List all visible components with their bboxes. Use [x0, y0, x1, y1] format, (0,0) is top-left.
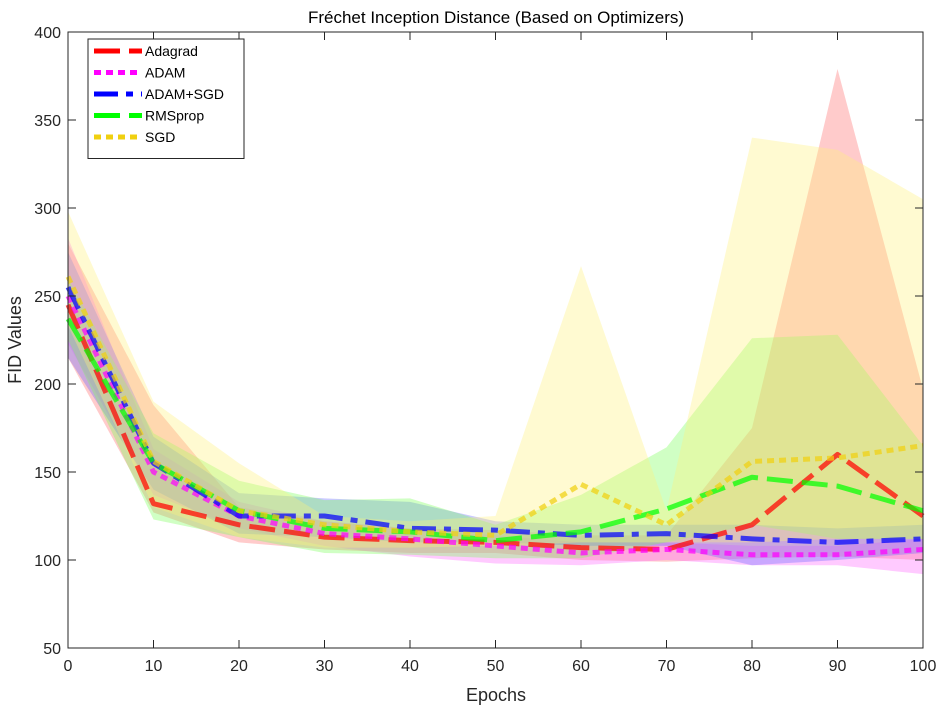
x-tick-label: 10 — [145, 658, 163, 675]
y-tick-label: 150 — [34, 465, 61, 482]
y-tick-label: 100 — [34, 553, 61, 570]
legend-label-rmsprop: RMSprop — [145, 108, 204, 124]
x-tick-label: 70 — [658, 658, 676, 675]
y-axis-label: FID Values — [5, 296, 25, 384]
x-tick-label: 20 — [230, 658, 248, 675]
series-lines — [65, 275, 925, 558]
band-adagrad — [68, 68, 923, 562]
axis-ticks: 0 10 20 30 40 50 60 70 80 90 100 50 100 150 200 250 300 3… — [34, 25, 936, 675]
x-tick-label: 100 — [910, 658, 937, 675]
x-tick-label: 90 — [829, 658, 847, 675]
x-tick-label: 80 — [743, 658, 761, 675]
band-adam-sgd — [68, 252, 923, 566]
x-tick-label: 40 — [401, 658, 419, 675]
y-tick-label: 400 — [34, 25, 61, 42]
legend-label-adagrad: Adagrad — [145, 43, 198, 59]
series-line-sgd — [65, 275, 924, 538]
chart-title: Fréchet Inception Distance (Based on Opt… — [308, 8, 684, 27]
x-tick-label: 30 — [316, 658, 334, 675]
legend-box — [87, 38, 245, 159]
x-axis-label: Epochs — [466, 685, 526, 705]
legend-label-adam-sgd: ADAM+SGD — [145, 86, 224, 102]
legend: Adagrad ADAM ADAM+SGD RMSprop SGD — [87, 38, 245, 159]
y-tick-label: 250 — [34, 289, 61, 306]
y-tick-label: 200 — [34, 377, 61, 394]
legend-label-sgd: SGD — [145, 129, 175, 145]
x-tick-label: 50 — [487, 658, 505, 675]
x-tick-label: 60 — [572, 658, 590, 675]
y-tick-label: 300 — [34, 201, 61, 218]
y-tick-label: 350 — [34, 113, 61, 130]
band-rmsprop — [68, 278, 923, 559]
y-tick-label: 50 — [43, 641, 61, 658]
confidence-bands — [68, 68, 923, 575]
legend-label-adam: ADAM — [145, 65, 185, 81]
series-line-adagrad — [65, 303, 925, 552]
series-line-adam-sgd — [65, 286, 924, 545]
band-sgd — [68, 137, 923, 548]
x-tick-label: 0 — [64, 658, 73, 675]
